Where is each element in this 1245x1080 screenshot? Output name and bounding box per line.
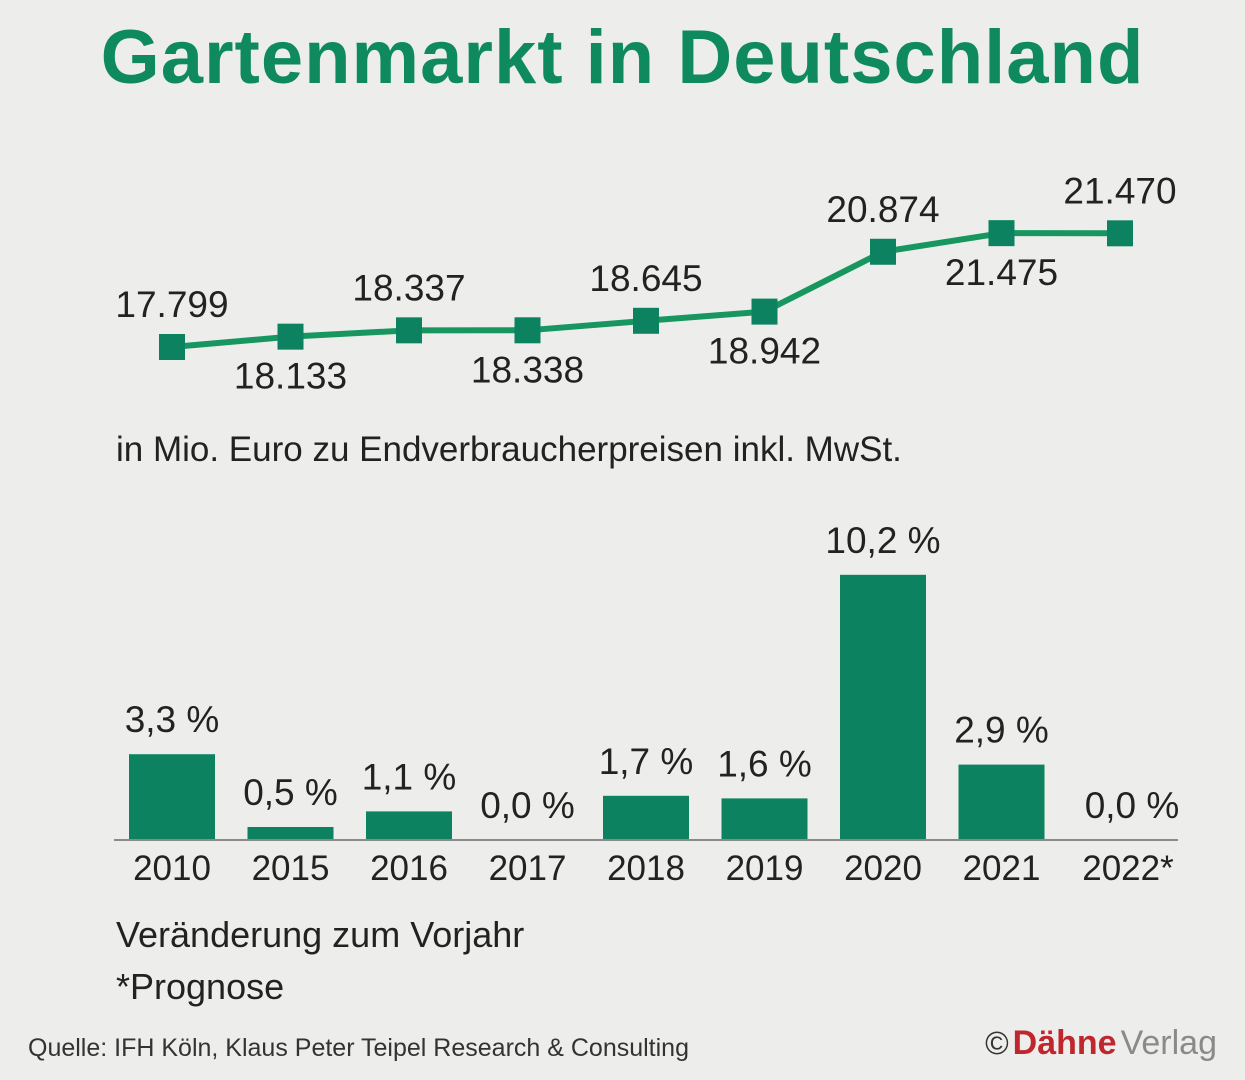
bar-chart: 3,3 % 2010 0,5 % 2015 1,1 % 2016 0,0 % 2017 1,7 … xyxy=(114,520,1179,888)
line-marker-2020 xyxy=(870,238,896,265)
line-data-label-2017: 18.338 xyxy=(471,349,584,390)
bar-2021 xyxy=(958,764,1045,840)
line-data-label-2019: 18.942 xyxy=(708,331,821,372)
x-tick-label-2020: 2020 xyxy=(844,849,922,888)
bar-chart-caption: Veränderung zum Vorjahr xyxy=(116,914,525,955)
line-marker-2016 xyxy=(396,317,422,344)
bar-data-label-2019: 1,6 % xyxy=(717,743,812,784)
x-tick-label-2018: 2018 xyxy=(607,849,685,888)
chart-title: Gartenmarkt in Deutschland xyxy=(100,15,1145,100)
bar-2020 xyxy=(840,574,926,840)
bar-data-label-2010: 3,3 % xyxy=(125,699,220,740)
line-marker-2021 xyxy=(988,220,1015,247)
bar-data-label-2015: 0,5 % xyxy=(243,772,338,813)
bar-data-label-2018: 1,7 % xyxy=(599,741,694,782)
bar-data-label-2022*: 0,0 % xyxy=(1085,785,1180,826)
line-marker-2019 xyxy=(751,298,778,325)
line-marker-2010 xyxy=(159,334,185,360)
source-note: Quelle: IFH Köln, Klaus Peter Teipel Res… xyxy=(28,1034,689,1062)
line-data-label-2016: 18.337 xyxy=(352,267,465,308)
x-tick-label-2022*: 2022* xyxy=(1082,849,1174,888)
forecast-footnote: *Prognose xyxy=(116,966,285,1007)
line-data-label-2021: 21.475 xyxy=(945,252,1058,293)
x-tick-label-2021: 2021 xyxy=(963,849,1041,888)
line-chart-unit-note: in Mio. Euro zu Endverbraucherpreisen in… xyxy=(116,430,902,469)
bar-data-label-2020: 10,2 % xyxy=(825,520,940,561)
line-marker-2015 xyxy=(277,323,304,350)
line-marker-2022* xyxy=(1107,220,1133,247)
line-marker-2017 xyxy=(514,317,541,344)
bar-data-label-2021: 2,9 % xyxy=(954,710,1049,751)
bar-data-label-2017: 0,0 % xyxy=(480,785,575,826)
bar-2010 xyxy=(129,754,215,840)
bar-data-label-2016: 1,1 % xyxy=(362,756,457,797)
line-data-label-2015: 18.133 xyxy=(234,356,347,397)
x-tick-label-2015: 2015 xyxy=(252,849,330,888)
line-data-label-2018: 18.645 xyxy=(589,258,702,299)
bar-2019 xyxy=(721,798,808,840)
bar-2015 xyxy=(247,827,334,840)
copyright-icon: © xyxy=(985,1025,1009,1061)
line-data-label-2022*: 21.470 xyxy=(1063,170,1176,211)
line-data-label-2010: 17.799 xyxy=(115,284,228,325)
x-tick-label-2016: 2016 xyxy=(370,849,448,888)
bar-2018 xyxy=(603,795,689,840)
x-tick-label-2017: 2017 xyxy=(489,849,567,888)
line-data-label-2020: 20.874 xyxy=(826,189,939,230)
x-tick-label-2010: 2010 xyxy=(133,849,211,888)
publisher-brand: Dähne xyxy=(1012,1024,1117,1062)
publisher-name: Verlag xyxy=(1120,1024,1217,1062)
line-marker-2018 xyxy=(633,307,659,334)
x-tick-label-2019: 2019 xyxy=(726,849,804,888)
publisher-logo: © Dähne Verlag xyxy=(985,1024,1217,1063)
bar-2016 xyxy=(366,811,452,840)
